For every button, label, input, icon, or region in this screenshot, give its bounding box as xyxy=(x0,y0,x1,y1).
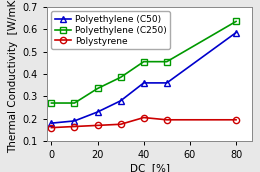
Polystyrene xyxy=(96,124,99,126)
Polyethylene (C50) xyxy=(50,122,53,124)
Legend: Polyethylene (C50), Polyethylene (C250), Polystyrene: Polyethylene (C50), Polyethylene (C250),… xyxy=(51,11,170,49)
Polyethylene (C250) xyxy=(165,61,168,63)
Polyethylene (C50) xyxy=(142,82,145,84)
Polystyrene xyxy=(235,119,238,121)
Polyethylene (C250) xyxy=(50,102,53,104)
Polyethylene (C250) xyxy=(142,61,145,63)
Polystyrene xyxy=(119,123,122,125)
Polyethylene (C50) xyxy=(96,111,99,113)
Polyethylene (C250) xyxy=(73,102,76,104)
Y-axis label: Thermal Conductivity  [W/mK]: Thermal Conductivity [W/mK] xyxy=(8,0,18,153)
Polystyrene xyxy=(142,117,145,119)
X-axis label: DC  [%]: DC [%] xyxy=(129,163,170,172)
Polyethylene (C250) xyxy=(119,76,122,78)
Line: Polyethylene (C50): Polyethylene (C50) xyxy=(48,29,239,126)
Polystyrene xyxy=(165,119,168,121)
Polystyrene xyxy=(73,126,76,128)
Polyethylene (C50) xyxy=(235,32,238,34)
Polyethylene (C50) xyxy=(165,82,168,84)
Polystyrene xyxy=(50,127,53,129)
Polyethylene (C50) xyxy=(119,100,122,102)
Line: Polystyrene: Polystyrene xyxy=(48,114,239,131)
Line: Polyethylene (C250): Polyethylene (C250) xyxy=(48,18,239,106)
Polyethylene (C250) xyxy=(96,87,99,89)
Polyethylene (C250) xyxy=(235,20,238,22)
Polyethylene (C50) xyxy=(73,120,76,122)
